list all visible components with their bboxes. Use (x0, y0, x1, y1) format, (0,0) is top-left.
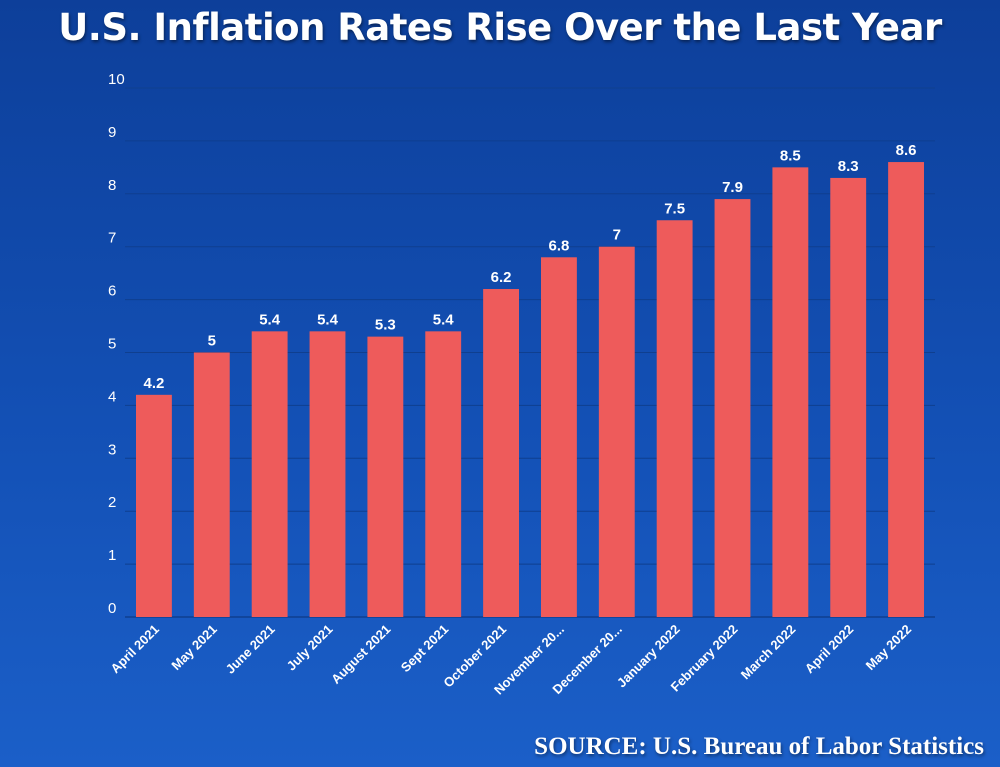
y-tick-label: 10 (108, 71, 125, 88)
x-tick-label: August 2021 (328, 622, 393, 687)
data-labels: 4.2 5 5.4 5.4 5.3 5.4 6.2 6.8 7 7.5 7.9 8.5 8.3 8.6 (143, 142, 916, 392)
bar (598, 246, 635, 617)
x-tick-label: Sept 2021 (398, 622, 452, 676)
bar (888, 162, 925, 617)
bar (772, 167, 809, 617)
bar (135, 394, 172, 617)
x-tick-label: May 2021 (168, 622, 219, 673)
y-axis-ticks: 0 1 2 3 4 5 6 7 8 9 10 (108, 71, 125, 617)
data-label: 7.9 (722, 179, 743, 196)
data-label: 7.5 (664, 200, 685, 217)
bar (251, 331, 288, 617)
y-tick-label: 3 (108, 441, 116, 458)
data-label: 7 (613, 227, 621, 244)
bar (193, 352, 230, 617)
data-label: 5.4 (433, 311, 455, 328)
y-tick-label: 1 (108, 547, 116, 564)
x-tick-label: July 2021 (284, 622, 336, 674)
bar (367, 336, 404, 617)
data-label: 5.4 (259, 311, 281, 328)
x-tick-label: June 2021 (223, 622, 278, 677)
y-tick-label: 5 (108, 336, 116, 353)
y-tick-label: 4 (108, 388, 116, 405)
data-label: 8.6 (896, 142, 917, 159)
bar (483, 289, 520, 617)
bar (309, 331, 346, 617)
bar (540, 257, 577, 617)
y-tick-label: 7 (108, 230, 116, 247)
x-axis-ticks: April 2021 May 2021 June 2021 July 2021Augu… (107, 622, 914, 698)
data-label: 6.8 (548, 237, 569, 254)
data-label: 5.4 (317, 311, 339, 328)
y-tick-label: 6 (108, 283, 116, 300)
source-note: SOURCE: U.S. Bureau of Labor Statistics (534, 733, 984, 760)
data-label: 5.3 (375, 317, 396, 334)
bar (425, 331, 462, 617)
y-tick-label: 2 (108, 494, 116, 511)
x-tick-label: April 2022 (802, 622, 857, 677)
x-tick-label: April 2021 (107, 622, 162, 677)
x-tick-label: May 2022 (863, 622, 914, 673)
y-tick-label: 8 (108, 177, 116, 194)
data-label: 5 (208, 333, 216, 350)
data-label: 4.2 (143, 375, 164, 392)
x-tick-label: March 2022 (738, 622, 799, 683)
bar (714, 199, 751, 617)
y-tick-label: 0 (108, 600, 116, 617)
data-label: 8.5 (780, 147, 801, 164)
bar (656, 220, 693, 617)
gridlines (125, 87, 935, 618)
bar (830, 177, 867, 617)
bars (135, 162, 925, 617)
y-tick-label: 9 (108, 124, 116, 141)
chart-title: U.S. Inflation Rates Rise Over the Last … (58, 6, 942, 49)
data-label: 6.2 (491, 269, 512, 286)
data-label: 8.3 (838, 158, 859, 175)
